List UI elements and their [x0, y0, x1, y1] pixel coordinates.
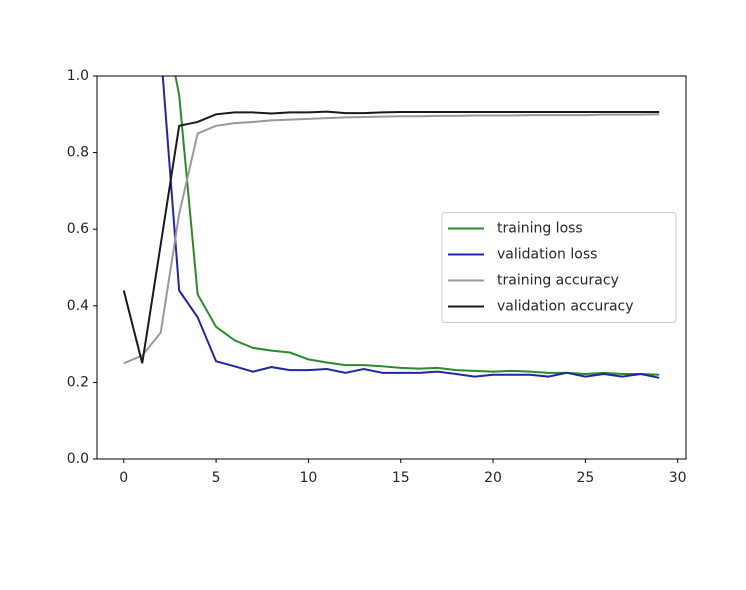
x-tick-label: 15 [392, 470, 410, 486]
x-tick-label: 30 [669, 470, 687, 486]
x-tick-label: 5 [212, 470, 221, 486]
plot-area [122, 76, 660, 379]
y-tick-label: 0.4 [67, 298, 89, 314]
y-tick-label: 0.0 [67, 451, 89, 467]
y-tick-label: 1.0 [67, 68, 89, 84]
series-line [161, 76, 660, 379]
legend-box [441, 212, 677, 323]
series-line [123, 113, 660, 365]
legend-label: training loss [497, 221, 583, 237]
x-tick-label: 10 [299, 470, 317, 486]
legend: training loss validation loss training acc… [441, 212, 677, 323]
y-tick-label: 0.8 [67, 145, 89, 161]
axes-frame [96, 75, 687, 460]
x-tick-label: 25 [576, 470, 594, 486]
y-tick-label: 0.6 [67, 221, 89, 237]
legend-label: training accuracy [497, 273, 619, 289]
series-line [122, 110, 660, 364]
legend-label: validation accuracy [497, 299, 634, 315]
y-tick-label: 0.2 [67, 374, 89, 390]
x-tick-label: 0 [119, 470, 128, 486]
legend-label: validation loss [497, 247, 597, 263]
x-tick-label: 20 [484, 470, 502, 486]
